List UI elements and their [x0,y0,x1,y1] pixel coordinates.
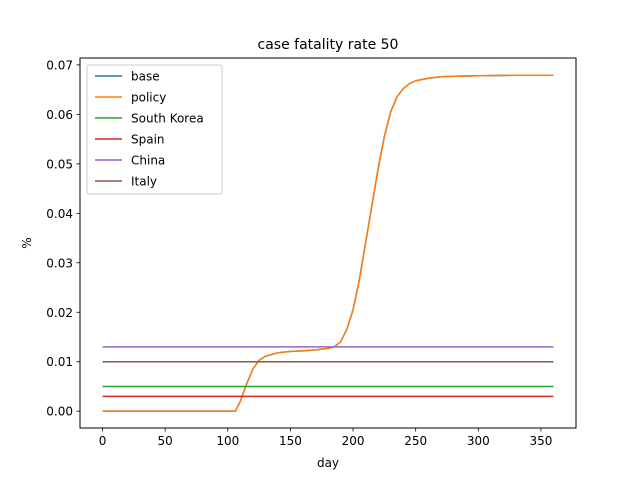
legend-label: base [131,70,160,84]
chart-title: case fatality rate 50 [258,37,399,53]
legend-label: China [131,154,165,168]
y-tick-label: 0.00 [46,405,73,419]
x-tick-label: 250 [404,434,427,448]
y-tick-label: 0.04 [46,207,73,221]
x-tick-label: 150 [279,434,302,448]
legend-label: policy [131,91,166,105]
x-axis-label: day [317,456,339,470]
y-axis-label: % [20,237,34,248]
x-tick-label: 100 [216,434,239,448]
y-axis: 0.00 0.01 0.02 0.03 0.04 0.05 0.06 0.07 [46,58,80,419]
legend-label: Spain [131,133,165,147]
y-tick-label: 0.02 [46,306,73,320]
legend-items: base policy South Korea Spain China Italy [95,70,204,189]
x-tick-label: 300 [467,434,490,448]
x-axis: 0 50 100 150 200 250 300 350 [99,428,552,448]
legend: base policy South Korea Spain China Italy [86,64,223,195]
y-tick-label: 0.01 [46,355,73,369]
x-tick-label: 50 [158,434,173,448]
y-tick-label: 0.05 [46,157,73,171]
x-tick-label: 350 [529,434,552,448]
x-tick-label: 0 [99,434,107,448]
y-tick-label: 0.07 [46,58,73,72]
axes-frame [79,57,577,429]
x-tick-label: 200 [342,434,365,448]
series-layer [102,74,554,412]
legend-label: South Korea [131,112,204,126]
y-tick-label: 0.03 [46,256,73,270]
y-tick-label: 0.06 [46,108,73,122]
series-line-policy [102,74,554,412]
plot-area [79,57,577,429]
legend-label: Italy [131,175,157,189]
